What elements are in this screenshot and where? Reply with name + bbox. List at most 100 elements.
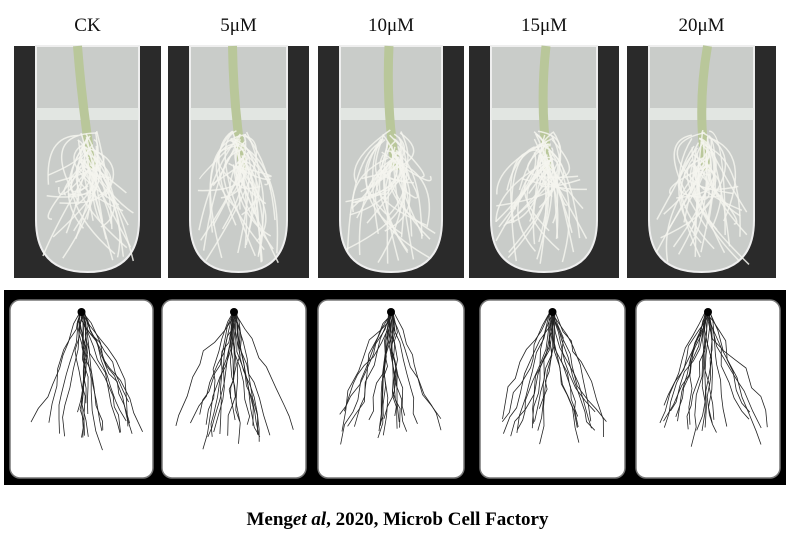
root-trace [539,311,554,445]
root-trace [234,311,294,430]
root-trace [704,311,713,424]
root-trace [690,311,709,447]
root-strand [691,147,711,176]
caption-etal: et al [292,509,327,530]
root-trace [531,311,551,429]
root-trace [175,311,238,427]
root-strand [708,130,726,235]
root-trace [701,311,708,431]
root-trace [552,311,596,413]
root-strand [672,145,713,248]
root-trace [388,311,401,428]
root-strand [676,153,717,199]
root-strand [242,142,271,190]
root-trace [79,311,87,438]
root-strand [222,147,265,251]
root-strand [689,155,708,247]
root-strand [215,131,237,210]
root-strand [673,134,708,229]
root-trace [234,311,259,435]
root-strand [382,133,413,237]
root-trace [80,311,143,432]
root-trace [81,311,89,436]
root-trace [663,311,709,406]
root-trace [390,311,408,432]
root-strand [95,130,113,230]
root-strand [221,152,249,230]
root-trace [83,311,104,431]
root-trace [233,311,271,436]
root-trace [48,311,82,423]
root-trace [537,311,556,431]
root-strand [224,130,256,257]
root-trace [501,311,551,422]
root-strand [693,157,743,212]
root-strand [656,142,700,220]
root-trace [503,311,556,434]
root-crown [548,308,557,316]
root-strand [539,156,588,239]
root-strand [205,135,258,261]
root-crown [77,308,86,316]
root-strand [375,168,427,227]
root-trace [83,311,127,422]
root-strand [358,158,394,256]
root-strand [678,137,715,250]
root-strand [83,146,91,220]
root-strand [540,158,569,192]
root-trace [516,311,554,433]
root-strand [83,150,112,197]
caption: Menget al, 2020, Microb Cell Factory [0,509,795,531]
root-trace [83,311,121,434]
root-strand [385,168,431,240]
root-trace [709,311,728,427]
root-trace [696,311,711,431]
root-trace [344,311,393,412]
root-trace [347,311,395,427]
root-strand [75,148,128,249]
root-strand [46,146,97,198]
root-strand [669,163,711,196]
root-strand [495,158,553,222]
root-trace [205,311,234,425]
scan-panel [479,299,626,479]
root-strand [220,160,245,199]
root-trace [663,311,706,422]
root-strand [349,162,398,216]
root-trace [510,311,554,437]
root-trace [549,311,579,428]
root-trace [659,311,706,424]
root-trace [553,311,578,428]
root-trace [228,311,237,421]
root-strand [380,142,390,177]
root-trace [551,311,592,429]
root-strand [237,160,250,254]
root-crown [230,308,238,316]
root-trace [383,311,396,419]
root-trace [199,311,234,415]
condition-label: 20μM [678,15,724,36]
root-strand [678,145,702,244]
caption-author: Meng [246,509,293,530]
root-strand [686,158,750,265]
root-strand [232,165,272,237]
root-trace [354,311,395,427]
root-trace [389,311,406,416]
scan-panel [317,299,465,479]
root-trace [552,311,579,417]
root-trace [30,311,81,423]
root-strand [536,140,587,191]
root-trace [82,311,121,433]
root-strand [231,130,248,249]
root-crown [387,308,395,316]
caption-rest: , 2020, Microb Cell Factory [326,509,549,530]
scan-panel [161,299,307,479]
root-strand [47,134,79,185]
root-trace [708,311,715,420]
root-strand [374,134,385,180]
root-trace [202,311,234,450]
figure-panels: CK 5μM 10μM 15μM 20μM [4,15,786,485]
root-strand [510,146,536,262]
root-strand [365,138,403,235]
